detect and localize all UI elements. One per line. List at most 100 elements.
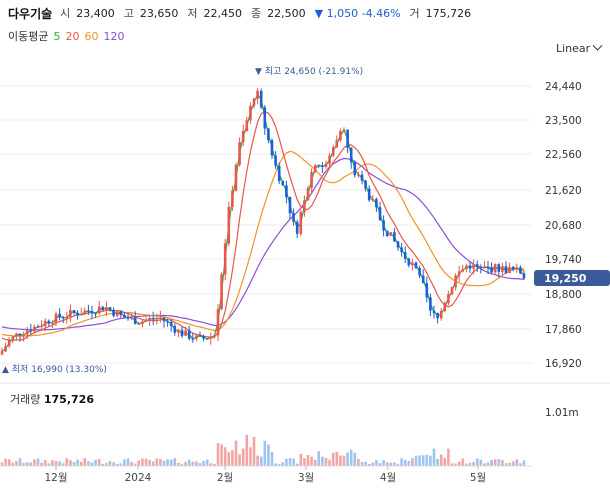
volume-bar <box>385 462 389 466</box>
candle <box>202 334 205 342</box>
ma20-line <box>1 111 525 341</box>
volume-tick-label: 1.01m <box>545 407 579 419</box>
time-axis-label: 2월 <box>217 472 233 484</box>
candle <box>209 332 213 345</box>
volume-bar <box>112 462 115 466</box>
volume-bar <box>288 458 292 466</box>
candle <box>277 162 281 185</box>
candle <box>263 105 267 135</box>
candle <box>90 305 94 320</box>
volume-bar <box>61 463 65 466</box>
volume-bar <box>508 462 511 466</box>
candle <box>483 260 486 269</box>
candle <box>479 264 483 274</box>
volume-bar <box>501 459 504 466</box>
volume-bar <box>184 461 187 466</box>
candle <box>115 310 119 318</box>
open-value: 23,400 <box>76 6 115 20</box>
candle <box>475 260 479 273</box>
candle <box>256 87 259 105</box>
candle <box>54 311 58 326</box>
candle <box>126 312 130 321</box>
ma60-line <box>1 150 525 337</box>
candle <box>407 257 411 268</box>
volume-bar <box>155 458 159 466</box>
ma5-path <box>1 93 525 352</box>
candle <box>259 88 263 109</box>
volume-bar <box>209 463 213 466</box>
moving-average-legend[interactable]: 이동평균 5 20 60 120 <box>8 28 124 44</box>
candle <box>465 263 468 273</box>
candle <box>357 171 360 178</box>
candle <box>0 347 4 356</box>
candle <box>321 162 324 173</box>
volume-bar <box>11 462 15 466</box>
volume-bar <box>504 463 508 466</box>
volume-bar <box>263 440 267 466</box>
time-axis-label: 3월 <box>298 472 314 484</box>
candle <box>177 328 180 338</box>
volume-bar <box>162 460 166 466</box>
volume-bar <box>76 459 79 466</box>
candle <box>328 152 331 167</box>
scale-dropdown[interactable]: Linear <box>556 40 603 55</box>
current-price-text: 19,250 <box>544 272 587 285</box>
candle <box>385 230 389 238</box>
candle <box>133 311 137 325</box>
candle <box>447 290 450 306</box>
candle <box>342 127 346 132</box>
stock-name: 다우기술 <box>8 6 53 21</box>
candle <box>87 304 90 315</box>
candle <box>335 135 339 149</box>
volume-bar <box>519 463 522 466</box>
candle <box>252 97 256 109</box>
volume-bar <box>393 462 396 466</box>
volume-bar <box>295 463 299 466</box>
candle <box>331 144 335 158</box>
volume-bar <box>137 460 141 466</box>
candle <box>396 240 400 251</box>
volume-bar <box>90 462 94 466</box>
volume-bar <box>47 463 51 466</box>
candle <box>94 312 97 319</box>
volume-bar <box>346 452 349 466</box>
volume-bar <box>187 459 191 466</box>
candle <box>371 194 375 202</box>
volume-bar <box>87 461 90 466</box>
candle <box>238 137 241 167</box>
candle <box>389 232 393 237</box>
volume-bar <box>490 460 493 466</box>
volume-bar <box>421 455 425 466</box>
candle <box>169 318 173 332</box>
volume-bar <box>411 458 414 466</box>
volume-bar <box>313 459 317 466</box>
volume-bar <box>115 463 119 466</box>
candle <box>403 246 407 263</box>
candle <box>101 306 105 311</box>
candle <box>108 306 112 312</box>
candle <box>364 179 367 192</box>
volume-bar <box>465 463 468 466</box>
volume-bar <box>33 459 36 466</box>
ma20-path <box>1 111 525 341</box>
volume-bar <box>29 462 33 466</box>
candle <box>65 311 69 324</box>
volume-bar <box>22 462 25 466</box>
volume-bar <box>483 463 486 466</box>
volume-bar <box>281 462 285 466</box>
volume-bar <box>169 459 173 466</box>
price-tick-label: 23,500 <box>545 115 582 127</box>
candle <box>515 263 519 273</box>
ma-5-label: 5 <box>53 29 61 43</box>
volume-bar <box>382 460 385 466</box>
candle <box>112 307 115 318</box>
volume-bar <box>285 458 288 466</box>
candle <box>151 311 155 326</box>
volume-bar <box>450 463 454 466</box>
ma-legend-title: 이동평균 <box>8 30 49 43</box>
ma-60-label: 60 <box>84 29 99 43</box>
volume-bar <box>43 460 47 466</box>
candle <box>58 308 61 321</box>
candle <box>231 185 234 211</box>
